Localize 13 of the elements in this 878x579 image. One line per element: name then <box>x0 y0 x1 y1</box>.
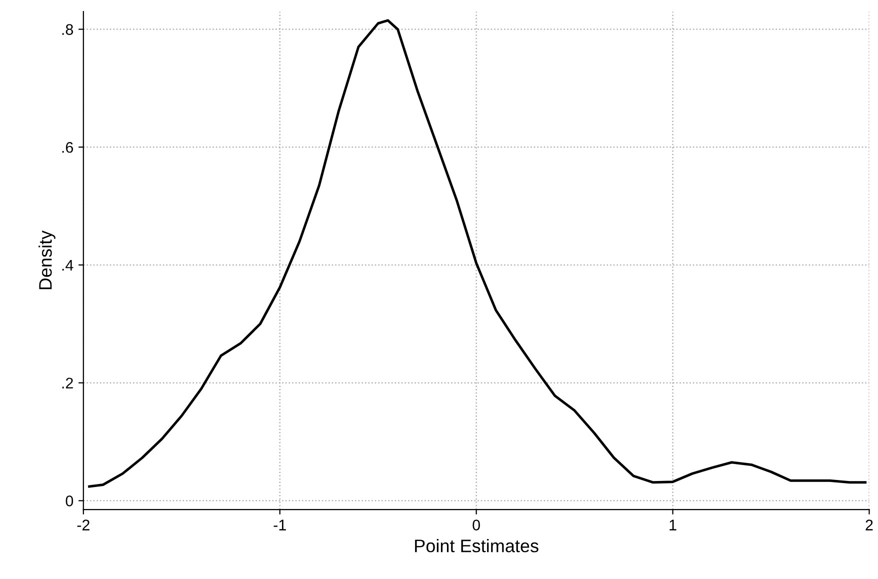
line-series <box>88 19 867 488</box>
y-tick-label: 0 <box>66 496 74 506</box>
x-tick-label: -1 <box>274 520 286 530</box>
x-tick-label: 1 <box>670 520 676 530</box>
y-tick-label: .2 <box>62 378 73 388</box>
x-tick-label: -2 <box>77 520 90 530</box>
x-axis-title: Point Estimates <box>415 539 538 552</box>
x-tick-label: 2 <box>866 520 873 530</box>
y-tick-label: .4 <box>62 260 74 271</box>
y-axis-title: Density <box>38 230 56 290</box>
y-tick-label: .6 <box>62 142 74 153</box>
x-tick-label: 0 <box>472 520 480 530</box>
y-tick-label: .8 <box>62 24 74 35</box>
